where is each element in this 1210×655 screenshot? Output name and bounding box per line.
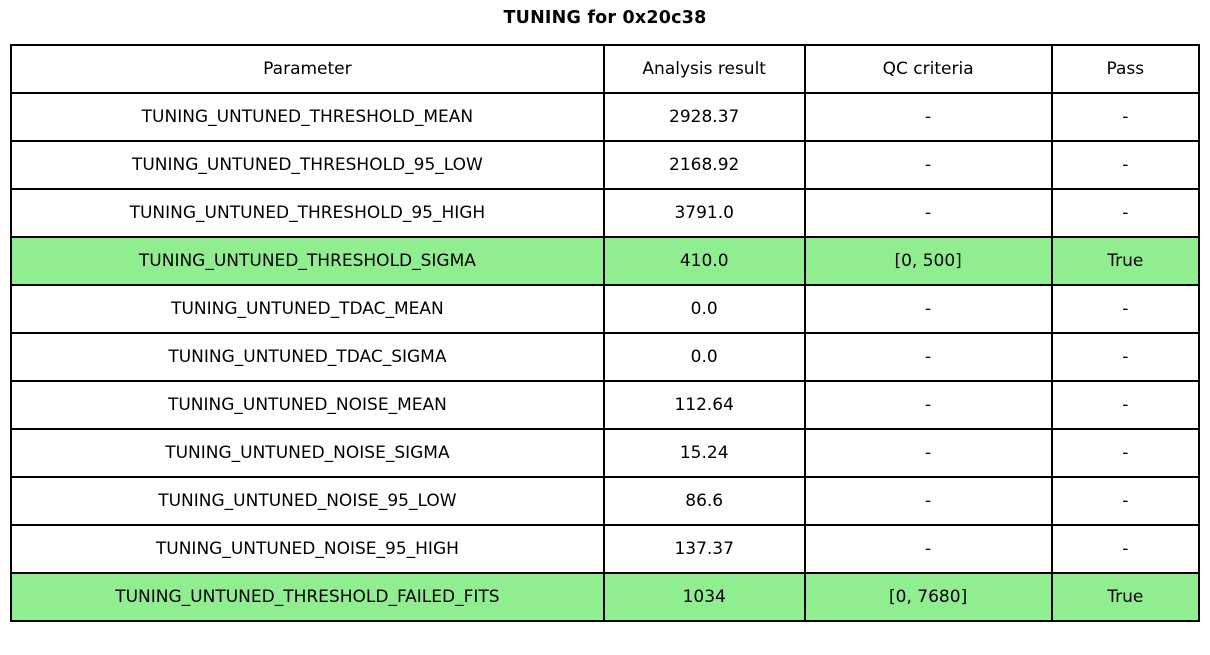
cell-qc-criteria: - xyxy=(803,380,1053,430)
cell-analysis-result: 15.24 xyxy=(602,428,806,478)
qc-results-table: Parameter Analysis result QC criteria Pa… xyxy=(10,44,1201,622)
cell-analysis-result: 112.64 xyxy=(602,380,806,430)
cell-analysis-result: 410.0 xyxy=(602,236,806,286)
table-header-row: Parameter Analysis result QC criteria Pa… xyxy=(10,44,1201,94)
table-row: TUNING_UNTUNED_NOISE_95_HIGH 137.37 - - xyxy=(10,524,1201,574)
table-row: TUNING_UNTUNED_THRESHOLD_MEAN 2928.37 - … xyxy=(10,92,1201,142)
table-row: TUNING_UNTUNED_TDAC_MEAN 0.0 - - xyxy=(10,284,1201,334)
table-row: TUNING_UNTUNED_TDAC_SIGMA 0.0 - - xyxy=(10,332,1201,382)
cell-parameter: TUNING_UNTUNED_THRESHOLD_95_LOW xyxy=(10,140,605,190)
cell-parameter: TUNING_UNTUNED_NOISE_MEAN xyxy=(10,380,605,430)
cell-pass: - xyxy=(1050,92,1201,142)
table-row: TUNING_UNTUNED_THRESHOLD_95_LOW 2168.92 … xyxy=(10,140,1201,190)
cell-pass: - xyxy=(1050,284,1201,334)
cell-analysis-result: 0.0 xyxy=(602,332,806,382)
cell-analysis-result: 3791.0 xyxy=(602,188,806,238)
table-row: TUNING_UNTUNED_NOISE_95_LOW 86.6 - - xyxy=(10,476,1201,526)
column-header-pass: Pass xyxy=(1050,44,1201,94)
cell-pass: - xyxy=(1050,524,1201,574)
cell-qc-criteria: - xyxy=(803,140,1053,190)
cell-pass: - xyxy=(1050,428,1201,478)
cell-parameter: TUNING_UNTUNED_THRESHOLD_MEAN xyxy=(10,92,605,142)
cell-analysis-result: 1034 xyxy=(602,572,806,622)
cell-analysis-result: 86.6 xyxy=(602,476,806,526)
cell-qc-criteria: [0, 7680] xyxy=(803,572,1053,622)
cell-qc-criteria: - xyxy=(803,284,1053,334)
cell-parameter: TUNING_UNTUNED_THRESHOLD_SIGMA xyxy=(10,236,605,286)
cell-parameter: TUNING_UNTUNED_NOISE_95_LOW xyxy=(10,476,605,526)
cell-qc-criteria: - xyxy=(803,476,1053,526)
table-row: TUNING_UNTUNED_NOISE_MEAN 112.64 - - xyxy=(10,380,1201,430)
cell-parameter: TUNING_UNTUNED_THRESHOLD_95_HIGH xyxy=(10,188,605,238)
table-row: TUNING_UNTUNED_THRESHOLD_SIGMA 410.0 [0,… xyxy=(10,236,1201,286)
table-row: TUNING_UNTUNED_THRESHOLD_FAILED_FITS 103… xyxy=(10,572,1201,622)
cell-analysis-result: 137.37 xyxy=(602,524,806,574)
cell-qc-criteria: [0, 500] xyxy=(803,236,1053,286)
cell-qc-criteria: - xyxy=(803,428,1053,478)
cell-qc-criteria: - xyxy=(803,188,1053,238)
figure-title: TUNING for 0x20c38 xyxy=(503,8,707,28)
column-header-parameter: Parameter xyxy=(10,44,605,94)
cell-pass: True xyxy=(1050,572,1201,622)
table-body: TUNING_UNTUNED_THRESHOLD_MEAN 2928.37 - … xyxy=(10,92,1201,622)
cell-qc-criteria: - xyxy=(803,524,1053,574)
cell-qc-criteria: - xyxy=(803,332,1053,382)
cell-parameter: TUNING_UNTUNED_NOISE_95_HIGH xyxy=(10,524,605,574)
cell-parameter: TUNING_UNTUNED_TDAC_SIGMA xyxy=(10,332,605,382)
cell-pass: - xyxy=(1050,332,1201,382)
cell-pass: True xyxy=(1050,236,1201,286)
cell-pass: - xyxy=(1050,476,1201,526)
cell-pass: - xyxy=(1050,140,1201,190)
column-header-analysis-result: Analysis result xyxy=(602,44,806,94)
table-row: TUNING_UNTUNED_THRESHOLD_95_HIGH 3791.0 … xyxy=(10,188,1201,238)
cell-parameter: TUNING_UNTUNED_THRESHOLD_FAILED_FITS xyxy=(10,572,605,622)
cell-qc-criteria: - xyxy=(803,92,1053,142)
cell-pass: - xyxy=(1050,188,1201,238)
cell-pass: - xyxy=(1050,380,1201,430)
cell-analysis-result: 0.0 xyxy=(602,284,806,334)
cell-parameter: TUNING_UNTUNED_NOISE_SIGMA xyxy=(10,428,605,478)
cell-analysis-result: 2168.92 xyxy=(602,140,806,190)
cell-analysis-result: 2928.37 xyxy=(602,92,806,142)
cell-parameter: TUNING_UNTUNED_TDAC_MEAN xyxy=(10,284,605,334)
column-header-qc-criteria: QC criteria xyxy=(803,44,1053,94)
table-row: TUNING_UNTUNED_NOISE_SIGMA 15.24 - - xyxy=(10,428,1201,478)
